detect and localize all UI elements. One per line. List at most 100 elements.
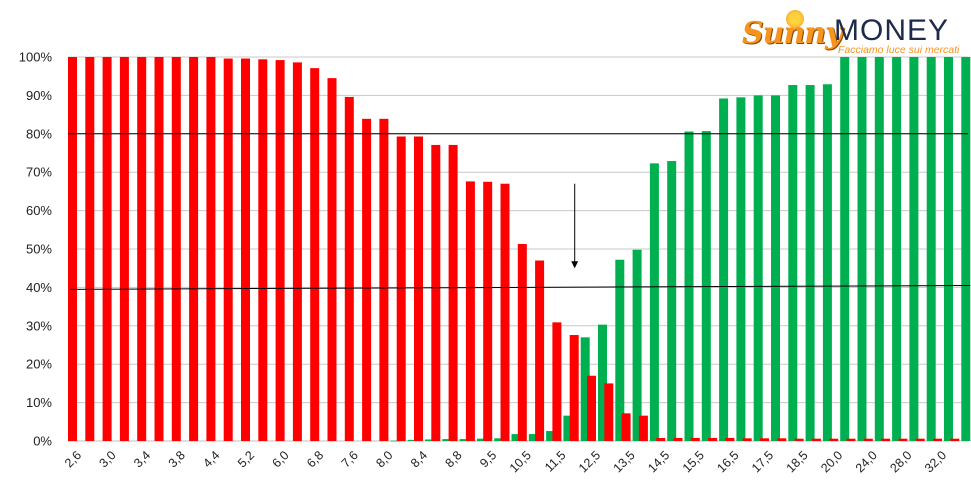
bar bbox=[85, 57, 95, 441]
x-tick-label: 24,0 bbox=[853, 448, 880, 475]
bar bbox=[587, 375, 596, 441]
x-axis: 2,6 3,0 3,4 3,8 4,4 5,2 6,0 6,8 7,6 8,0 8,4 8,8 9,5 1… bbox=[62, 448, 949, 475]
bar bbox=[598, 324, 607, 441]
reference-line-lower bbox=[69, 284, 971, 290]
bar bbox=[275, 60, 285, 441]
bar bbox=[171, 57, 181, 441]
bar bbox=[915, 438, 925, 441]
bar bbox=[154, 57, 164, 441]
bar bbox=[961, 57, 971, 441]
bar bbox=[615, 259, 625, 441]
x-tick-label: 9,5 bbox=[477, 448, 499, 470]
bar bbox=[760, 438, 769, 441]
y-tick-label: 40% bbox=[26, 280, 52, 295]
bar bbox=[926, 57, 936, 441]
x-tick-label: 3,8 bbox=[166, 448, 188, 470]
y-axis: 0% 10% 20% 30% 40% 50% 60% 70% 80% 90% 100% bbox=[19, 50, 53, 449]
bar bbox=[552, 322, 562, 441]
annotation-arrow-head bbox=[571, 261, 579, 269]
bar bbox=[379, 118, 389, 441]
x-tick-label: 11,5 bbox=[542, 448, 568, 474]
bar bbox=[863, 438, 873, 441]
bar bbox=[511, 434, 521, 441]
bar bbox=[137, 57, 147, 441]
bar bbox=[563, 415, 573, 441]
bar bbox=[119, 57, 129, 441]
bar bbox=[944, 57, 953, 441]
sun-icon bbox=[786, 10, 804, 28]
bar bbox=[656, 437, 666, 441]
logo-tagline: Facciamo luce sui mercati bbox=[838, 44, 960, 56]
bar bbox=[811, 438, 821, 441]
bar bbox=[310, 68, 320, 441]
bar bbox=[708, 437, 718, 441]
y-tick-label: 50% bbox=[26, 242, 52, 257]
bar bbox=[569, 335, 579, 441]
logo-brand-sunny: Sunny bbox=[742, 16, 843, 51]
x-tick-label: 20,0 bbox=[818, 448, 845, 475]
x-tick-label: 15,5 bbox=[680, 448, 707, 475]
x-tick-label: 28,0 bbox=[887, 448, 914, 475]
bar bbox=[846, 438, 856, 441]
bar bbox=[621, 413, 631, 441]
bar bbox=[206, 57, 216, 441]
bar bbox=[701, 131, 711, 442]
x-tick-label: 17,5 bbox=[749, 448, 776, 475]
x-tick-label: 3,4 bbox=[131, 448, 153, 470]
bar bbox=[414, 136, 423, 442]
bar bbox=[580, 337, 590, 441]
x-tick-label: 3,0 bbox=[97, 448, 119, 470]
bar bbox=[362, 118, 372, 441]
bar bbox=[909, 57, 919, 441]
bar bbox=[788, 85, 798, 441]
bar bbox=[476, 438, 486, 441]
bar bbox=[898, 438, 908, 441]
bar bbox=[667, 161, 677, 441]
y-tick-label: 90% bbox=[26, 88, 52, 103]
x-tick-label: 8,8 bbox=[443, 448, 465, 470]
bar bbox=[431, 144, 441, 441]
bar bbox=[933, 438, 942, 441]
y-tick-label: 80% bbox=[26, 126, 52, 141]
bar bbox=[483, 181, 493, 442]
bar bbox=[649, 163, 659, 441]
bar bbox=[736, 97, 746, 441]
x-tick-label: 8,0 bbox=[373, 448, 395, 470]
x-tick-label: 14,5 bbox=[645, 448, 672, 475]
bar bbox=[874, 57, 884, 441]
bar bbox=[459, 439, 469, 441]
bar bbox=[822, 84, 832, 441]
y-tick-label: 10% bbox=[26, 395, 52, 410]
bar bbox=[840, 57, 850, 441]
y-tick-label: 30% bbox=[26, 318, 52, 333]
x-tick-label: 16,5 bbox=[714, 448, 741, 475]
x-tick-label: 5,2 bbox=[235, 448, 257, 470]
x-tick-label: 2,6 bbox=[62, 448, 84, 470]
bar bbox=[102, 57, 112, 441]
brand-logo: Sunny MONEY Facciamo luce sui mercati bbox=[742, 10, 964, 58]
bar bbox=[223, 58, 233, 441]
bar bbox=[881, 438, 891, 441]
x-tick-label: 7,6 bbox=[339, 448, 361, 470]
bar bbox=[407, 439, 417, 441]
y-tick-label: 100% bbox=[19, 50, 53, 65]
bar bbox=[258, 59, 268, 442]
bar bbox=[528, 434, 538, 441]
bar bbox=[892, 57, 902, 441]
bar bbox=[241, 58, 250, 441]
bar bbox=[771, 95, 780, 442]
bar bbox=[950, 438, 960, 441]
bar bbox=[725, 437, 735, 441]
bar bbox=[604, 383, 614, 441]
x-tick-label: 32,0 bbox=[922, 448, 949, 475]
bar bbox=[777, 438, 787, 441]
x-tick-label: 6,0 bbox=[270, 448, 292, 470]
bar bbox=[68, 57, 77, 441]
bar bbox=[494, 438, 504, 441]
bar bbox=[742, 438, 752, 441]
x-tick-label: 8,4 bbox=[408, 448, 430, 470]
bar bbox=[327, 78, 337, 442]
bar bbox=[189, 57, 199, 441]
bar bbox=[829, 438, 839, 441]
